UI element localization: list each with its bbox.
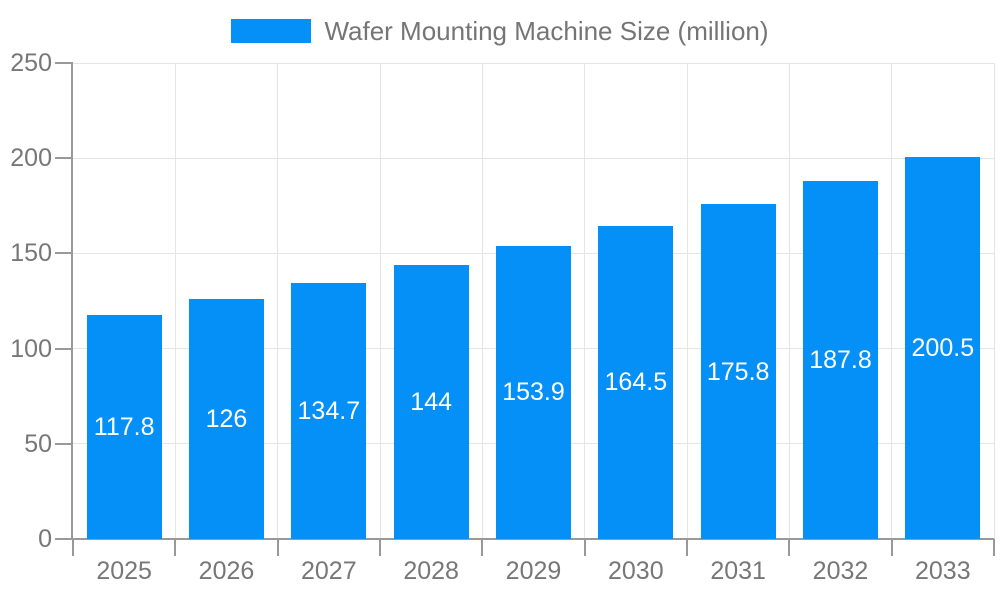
bar-value-label: 164.5 (604, 368, 668, 397)
y-tick-label: 150 (10, 239, 52, 268)
y-tick-label: 200 (10, 144, 52, 173)
x-tick-label: 2027 (301, 557, 357, 585)
x-tick (174, 539, 177, 556)
bar[interactable] (189, 299, 264, 539)
x-gridline (379, 63, 381, 539)
x-gridline (174, 63, 176, 539)
legend-swatch (231, 19, 312, 43)
bar[interactable] (700, 204, 776, 539)
x-tick-label: 2033 (915, 557, 971, 585)
x-axis-line (73, 538, 994, 540)
x-tick (379, 539, 381, 556)
x-tick-label: 2028 (403, 557, 459, 585)
bar-value-label: 117.8 (93, 412, 155, 441)
y-tick (55, 157, 73, 160)
legend-label: Wafer Mounting Machine Size (million) (324, 16, 769, 46)
x-tick (276, 539, 279, 556)
x-tick-label: 2025 (96, 557, 152, 585)
y-tick (55, 252, 73, 255)
y-gridline (73, 62, 994, 64)
bar-value-label: 134.7 (297, 396, 361, 425)
x-tick (72, 539, 74, 556)
x-tick (993, 539, 995, 556)
bar-value-label: 126 (205, 405, 248, 434)
y-tick-label: 100 (10, 334, 52, 363)
bar-value-label: 144 (410, 387, 453, 416)
x-gridline (481, 63, 483, 539)
bar[interactable] (905, 157, 981, 539)
x-tick-label: 2032 (812, 557, 869, 585)
y-tick-label: 250 (10, 49, 52, 77)
x-gridline (686, 63, 688, 539)
bar-value-label: 200.5 (911, 334, 975, 363)
x-tick-label: 2029 (505, 557, 562, 585)
x-tick-label: 2030 (608, 557, 664, 585)
x-gridline (788, 63, 790, 539)
bar[interactable] (496, 245, 571, 539)
y-tick-label: 50 (24, 429, 52, 458)
bar[interactable] (598, 225, 674, 539)
y-tick (55, 538, 73, 540)
x-gridline (891, 63, 893, 539)
bar[interactable] (803, 181, 878, 539)
y-tick (55, 62, 73, 64)
x-tick (686, 539, 688, 556)
y-axis-line (71, 63, 73, 539)
bar-value-label: 153.9 (502, 378, 565, 407)
bar[interactable] (393, 264, 469, 539)
x-tick (481, 539, 484, 556)
x-gridline (584, 63, 586, 539)
x-tick-label: 2026 (198, 557, 255, 585)
y-tick (55, 442, 73, 445)
legend[interactable]: Wafer Mounting Machine Size (million) (0, 17, 1000, 45)
x-tick (583, 539, 586, 556)
bar-value-label: 175.8 (706, 357, 770, 386)
y-tick-label: 0 (38, 525, 52, 553)
x-tick (788, 539, 791, 556)
y-tick (55, 347, 73, 350)
x-tick (890, 539, 893, 556)
x-tick-label: 2031 (710, 557, 766, 585)
bar[interactable] (291, 282, 367, 539)
bar[interactable] (86, 314, 162, 539)
x-gridline (277, 63, 279, 539)
bar-value-label: 187.8 (809, 346, 872, 375)
y-gridline (73, 157, 994, 159)
x-gridline (993, 63, 995, 539)
